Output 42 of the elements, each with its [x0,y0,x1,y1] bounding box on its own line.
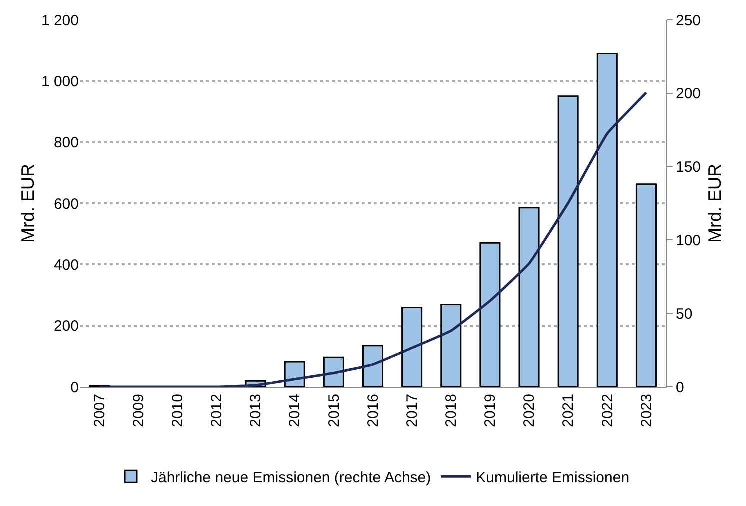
y2-tick-label: 100 [676,232,702,250]
x-tick-label: 2012 [208,394,226,428]
bar [558,96,579,387]
line-series [98,92,648,387]
y2-tick-label: 150 [676,159,702,176]
x-tick-label: 2018 [443,394,460,428]
x-tick-label: 2020 [521,394,538,428]
y2-tick-label: 250 [676,12,702,30]
x-tick-label: 2009 [130,394,148,428]
legend-label: Jährliche neue Emissionen (rechte Achse) [151,470,432,486]
y-tick-label: 1 200 [41,12,79,30]
x-tick-label: 2013 [248,394,265,428]
bar [323,356,344,387]
y-tick-label: 200 [54,318,79,336]
bar [596,53,618,387]
y2-tick-label: 0 [676,379,684,396]
y2-tick-label: 50 [676,306,693,323]
y-tick-label: 0 [70,379,79,396]
bar [518,207,540,387]
bar [440,304,462,387]
y2-tick-label: 200 [676,86,702,103]
bar [402,306,423,387]
y2-axis-title: Mrd. EUR [705,164,725,244]
x-tick-label: 2019 [482,394,500,428]
x-tick-label: 2023 [638,394,656,428]
x-tick-label: 2017 [404,394,421,428]
x-tick-label: 2021 [560,394,578,428]
y-axis-title: Mrd. EUR [18,164,38,244]
x-tick-label: 2022 [599,394,616,428]
x-tick-label: 2007 [91,394,108,428]
bar [636,184,657,387]
legend-label: Kumulierte Emissionen [476,470,630,486]
x-tick-label: 2010 [170,394,187,428]
x-tick-label: 2015 [326,394,343,428]
y-tick-label: 1 000 [41,73,79,90]
bar [362,345,384,387]
y-tick-label: 800 [54,134,79,152]
x-tick-label: 2014 [286,394,304,428]
y-tick-label: 400 [54,256,79,274]
y-tick-label: 600 [54,196,79,213]
x-tick-label: 2016 [364,394,382,428]
bar [480,242,501,387]
